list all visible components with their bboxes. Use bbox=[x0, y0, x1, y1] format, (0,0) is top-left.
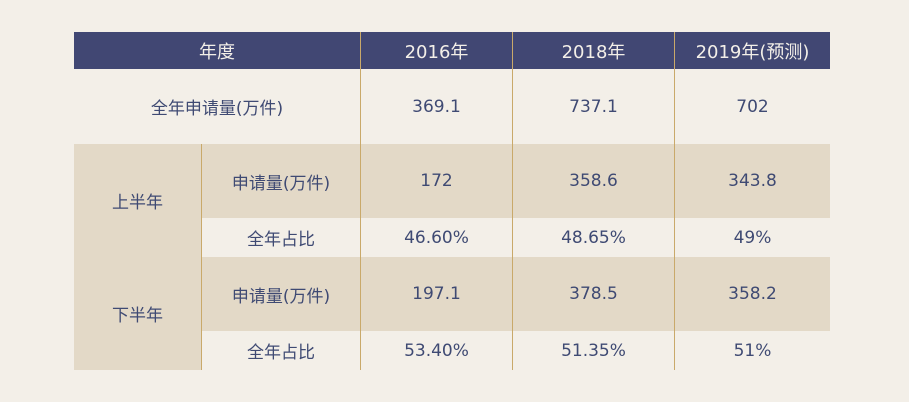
first-half-apps-2019: 343.8 bbox=[674, 144, 830, 218]
first-half-apps-row: 申请量(万件) 172 358.6 343.8 bbox=[202, 144, 830, 218]
second-half-label: 下半年 bbox=[74, 257, 202, 370]
second-half-apps-row: 申请量(万件) 197.1 378.5 358.2 bbox=[202, 257, 830, 331]
first-half-share-2018: 48.65% bbox=[512, 218, 674, 257]
first-half-group: 上半年 申请量(万件) 172 358.6 343.8 全年占比 46.60% … bbox=[74, 144, 830, 257]
second-half-share-row: 全年占比 53.40% 51.35% 51% bbox=[202, 331, 830, 370]
second-half-apps-2018: 378.5 bbox=[512, 257, 674, 331]
first-half-apps-label: 申请量(万件) bbox=[231, 173, 331, 194]
second-half-share-2016: 53.40% bbox=[360, 331, 512, 370]
header-2018: 2018年 bbox=[512, 32, 674, 69]
second-half-apps-2019: 358.2 bbox=[674, 257, 830, 331]
total-label: 全年申请量(万件) bbox=[150, 99, 284, 119]
total-2018: 737.1 bbox=[512, 69, 674, 144]
header-year-label: 年度 bbox=[199, 41, 235, 63]
second-half-group: 下半年 申请量(万件) 197.1 378.5 358.2 全年占比 53.40… bbox=[74, 257, 830, 370]
header-2019: 2019年(预测) bbox=[674, 32, 830, 69]
second-half-share-2018: 51.35% bbox=[512, 331, 674, 370]
total-2016: 369.1 bbox=[360, 69, 512, 144]
second-half-share-label: 全年占比 bbox=[247, 343, 315, 363]
total-row: 全年申请量(万件) 369.1 737.1 702 bbox=[74, 69, 830, 144]
first-half-share-2016: 46.60% bbox=[360, 218, 512, 257]
first-half-share-2019: 49% bbox=[674, 218, 830, 257]
second-half-apps-label: 申请量(万件) bbox=[231, 286, 331, 307]
total-2019: 702 bbox=[674, 69, 830, 144]
first-half-apps-2016: 172 bbox=[360, 144, 512, 218]
first-half-share-row: 全年占比 46.60% 48.65% 49% bbox=[202, 218, 830, 257]
header-row: 年度 2016年 2018年 2019年(预测) bbox=[74, 32, 830, 69]
second-half-share-2019: 51% bbox=[674, 331, 830, 370]
first-half-label: 上半年 bbox=[74, 144, 202, 257]
first-half-apps-2018: 358.6 bbox=[512, 144, 674, 218]
data-table: 年度 2016年 2018年 2019年(预测) 全年申请量(万件) 369.1… bbox=[74, 32, 830, 370]
header-2016: 2016年 bbox=[360, 32, 512, 69]
first-half-share-label: 全年占比 bbox=[247, 230, 315, 250]
second-half-apps-2016: 197.1 bbox=[360, 257, 512, 331]
